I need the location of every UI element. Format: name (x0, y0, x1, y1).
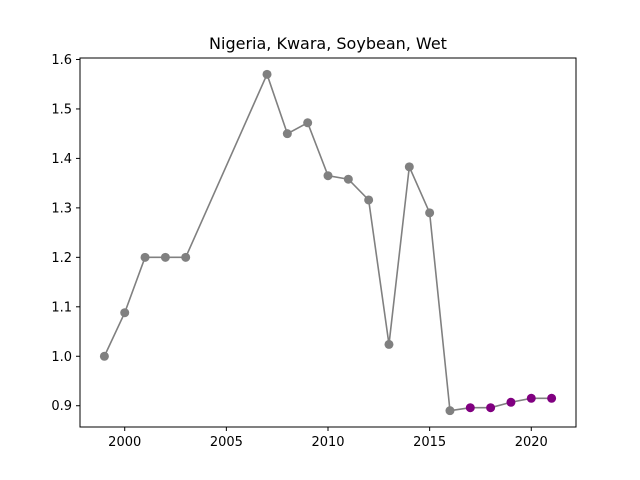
data-point (506, 397, 516, 407)
data-point (303, 118, 313, 128)
data-point (547, 393, 557, 403)
data-point (486, 403, 496, 413)
data-point (364, 195, 374, 205)
plot-area (99, 69, 557, 416)
data-point (323, 171, 333, 181)
x-tick-label: 2015 (413, 435, 446, 450)
data-point (404, 162, 414, 172)
y-tick-label: 1.5 (51, 102, 72, 117)
x-tick-label: 2005 (210, 435, 243, 450)
y-tick-label: 1.3 (51, 201, 72, 216)
y-tick-label: 0.9 (51, 399, 72, 414)
chart-title: Nigeria, Kwara, Soybean, Wet (209, 34, 447, 53)
data-point (181, 252, 191, 262)
x-tick-label: 2010 (311, 435, 344, 450)
data-point (262, 69, 272, 79)
x-tick-label: 2000 (108, 435, 141, 450)
y-tick-label: 1.4 (51, 152, 72, 167)
data-point (343, 174, 353, 184)
data-point (384, 339, 394, 349)
data-point (140, 252, 150, 262)
data-point (526, 393, 536, 403)
data-point (425, 208, 435, 218)
y-tick-label: 1.6 (51, 53, 72, 68)
y-tick-label: 1.1 (51, 300, 72, 315)
x-tick-label: 2020 (515, 435, 548, 450)
axes: 2000 2005 2010 2015 2020 0.9 1.0 1.1 1.2 1.3 1.4 1.… (51, 53, 548, 450)
data-point (160, 252, 170, 262)
y-tick-label: 1.0 (51, 350, 72, 365)
y-tick-label: 1.2 (51, 251, 72, 266)
data-point (282, 129, 292, 139)
data-point (465, 403, 475, 413)
data-point (99, 351, 109, 361)
data-point (120, 308, 130, 318)
